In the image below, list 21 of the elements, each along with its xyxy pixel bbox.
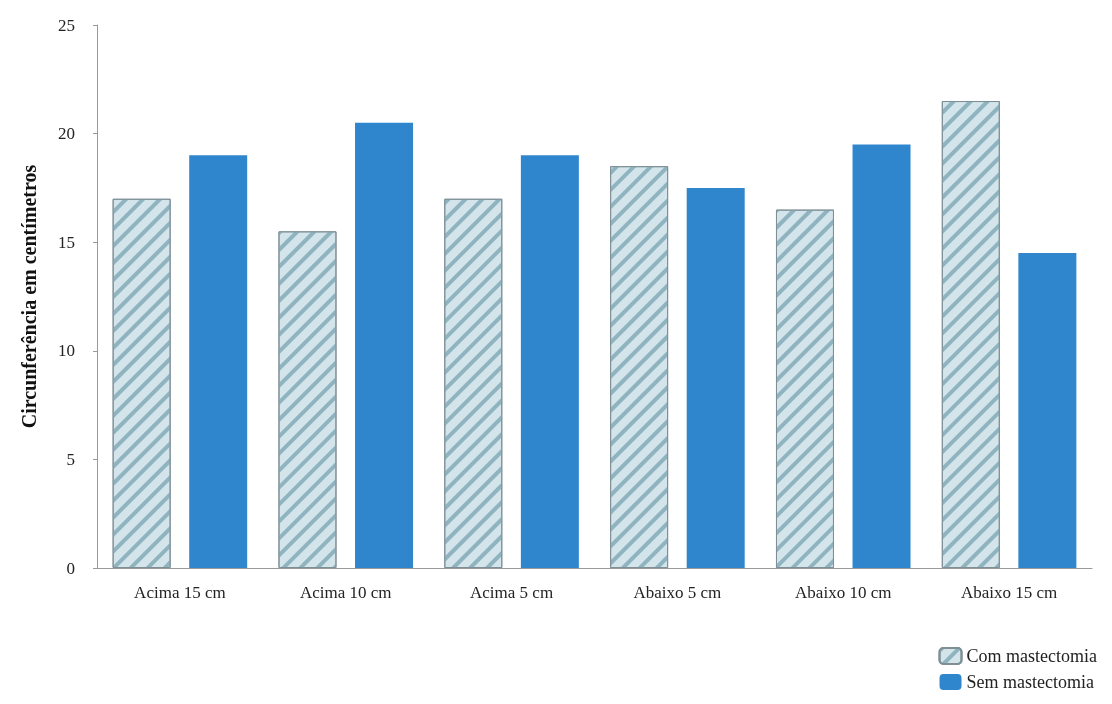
x-tick-label: Acima 15 cm: [134, 583, 226, 602]
y-tick-label: 20: [58, 124, 75, 144]
y-tick-label: 0: [66, 558, 75, 578]
y-tick-label: 10: [58, 341, 75, 361]
y-axis-title: Circunferência em centímetros: [18, 164, 40, 429]
y-tick-label: 25: [58, 15, 75, 35]
bar: [852, 144, 911, 568]
y-tick-label: 15: [58, 232, 75, 252]
x-tick-label: Abaixo 5 cm: [633, 583, 722, 602]
y-tick-label: 5: [66, 449, 75, 469]
x-tick-label: Abaixo 15 cm: [960, 583, 1058, 602]
legend-label: Com mastectomia: [966, 646, 1098, 666]
x-tick-label: Acima 5 cm: [470, 583, 554, 602]
bar: [355, 122, 414, 568]
x-tick-label: Abaixo 10 cm: [795, 583, 892, 602]
bar: [189, 155, 248, 568]
bar: [686, 187, 745, 568]
x-tick-label: Acima 10 cm: [299, 583, 392, 602]
bar: [520, 155, 579, 568]
legend-label: Sem mastectomia: [966, 672, 1094, 692]
bar: [1018, 253, 1077, 568]
